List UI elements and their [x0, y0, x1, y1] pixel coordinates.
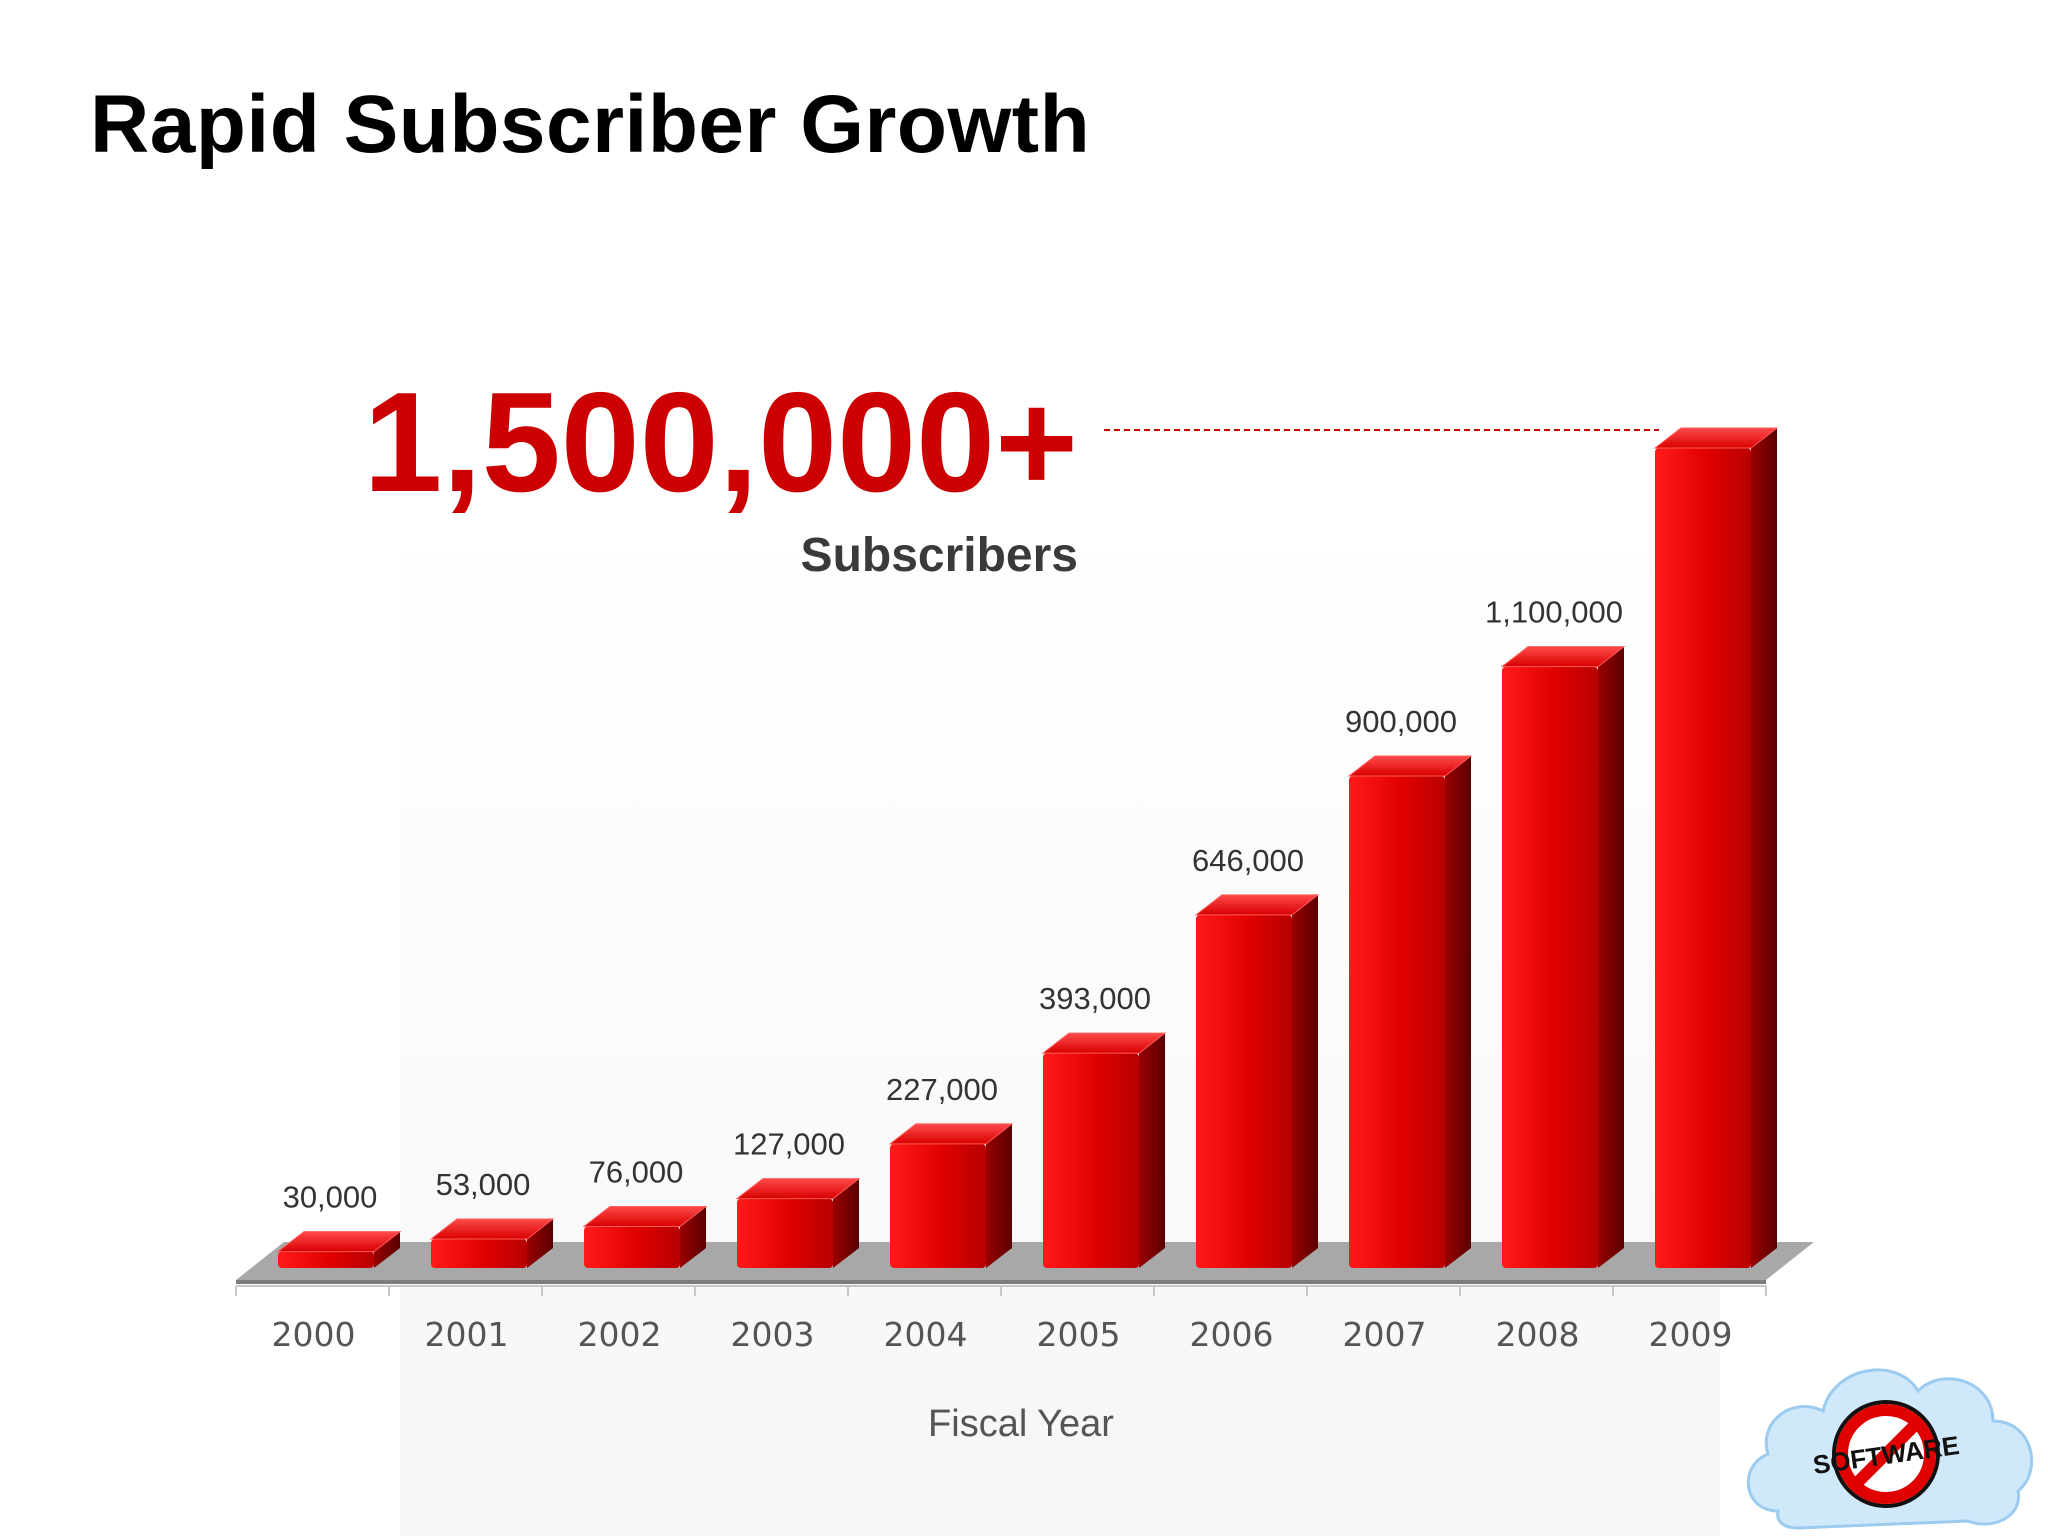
bar-front — [431, 1239, 527, 1268]
bar-front — [584, 1226, 680, 1268]
bar-side — [833, 1178, 859, 1268]
bar-2009 — [1653, 427, 1779, 1268]
bar-front — [278, 1251, 374, 1268]
bar-top — [888, 1123, 1014, 1145]
bar-top — [1194, 894, 1320, 916]
bar-side — [1598, 646, 1624, 1268]
x-tick-label: 2005 — [1037, 1315, 1121, 1354]
data-label: 1,100,000 — [1485, 595, 1623, 630]
x-axis-title: Fiscal Year — [928, 1403, 1114, 1445]
no-symbol-icon — [1832, 1400, 1940, 1508]
bar-top — [429, 1218, 555, 1240]
bar-side — [1751, 428, 1777, 1268]
slide-title: Rapid Subscriber Growth — [90, 79, 1091, 170]
bar-side — [986, 1123, 1012, 1268]
x-tick-label: 2004 — [884, 1315, 968, 1354]
bar-2007 — [1347, 755, 1473, 1268]
bar-top — [1041, 1032, 1167, 1054]
chart-background — [400, 520, 1720, 1536]
x-tick-label: 2001 — [425, 1315, 509, 1354]
data-label: 127,000 — [733, 1127, 845, 1162]
bar-front — [1655, 448, 1751, 1268]
bar-top — [276, 1231, 402, 1253]
no-software-cloud-logo: SOFTWARE — [1738, 1336, 2044, 1532]
data-label: 76,000 — [589, 1154, 684, 1189]
bar-2001 — [429, 1218, 555, 1268]
data-label: 900,000 — [1345, 704, 1457, 739]
x-tick-label: 2000 — [272, 1315, 356, 1354]
bar-2002 — [582, 1205, 708, 1268]
bar-top — [1500, 646, 1626, 668]
bar-front — [890, 1143, 986, 1268]
bar-2004 — [888, 1123, 1014, 1268]
x-tick-label: 2006 — [1190, 1315, 1274, 1354]
bar-2000 — [276, 1231, 402, 1268]
bar-2006 — [1194, 894, 1320, 1268]
x-tick-label: 2003 — [731, 1315, 815, 1354]
x-tick-label: 2009 — [1649, 1315, 1733, 1354]
bar-front — [737, 1198, 833, 1268]
chart-floor-edge — [236, 1280, 1766, 1284]
x-tick-label: 2008 — [1496, 1315, 1580, 1354]
bar-side — [527, 1219, 553, 1268]
bar-side — [374, 1231, 400, 1268]
bar-top — [735, 1178, 861, 1200]
x-tick-label: 2002 — [578, 1315, 662, 1354]
bar-front — [1043, 1053, 1139, 1268]
bar-side — [1445, 756, 1471, 1268]
bar-top — [1653, 427, 1779, 449]
bar-front — [1502, 666, 1598, 1268]
bar-side — [1292, 894, 1318, 1268]
bar-top — [1347, 755, 1473, 777]
data-label: 227,000 — [886, 1072, 998, 1107]
data-label: 393,000 — [1039, 981, 1151, 1016]
bar-front — [1349, 776, 1445, 1268]
data-label: 53,000 — [436, 1167, 531, 1202]
bar-2005 — [1041, 1032, 1167, 1268]
hero-subscriber-count: 1,500,000+ — [363, 363, 1078, 522]
hero-subscriber-label: Subscribers — [800, 529, 1078, 582]
bar-side — [1139, 1033, 1165, 1268]
bar-2008 — [1500, 646, 1626, 1268]
data-label: 30,000 — [283, 1180, 378, 1215]
data-label: 646,000 — [1192, 843, 1304, 878]
bar-front — [1196, 914, 1292, 1268]
x-tick-label: 2007 — [1343, 1315, 1427, 1354]
bar-2003 — [735, 1178, 861, 1268]
bar-top — [582, 1205, 708, 1227]
